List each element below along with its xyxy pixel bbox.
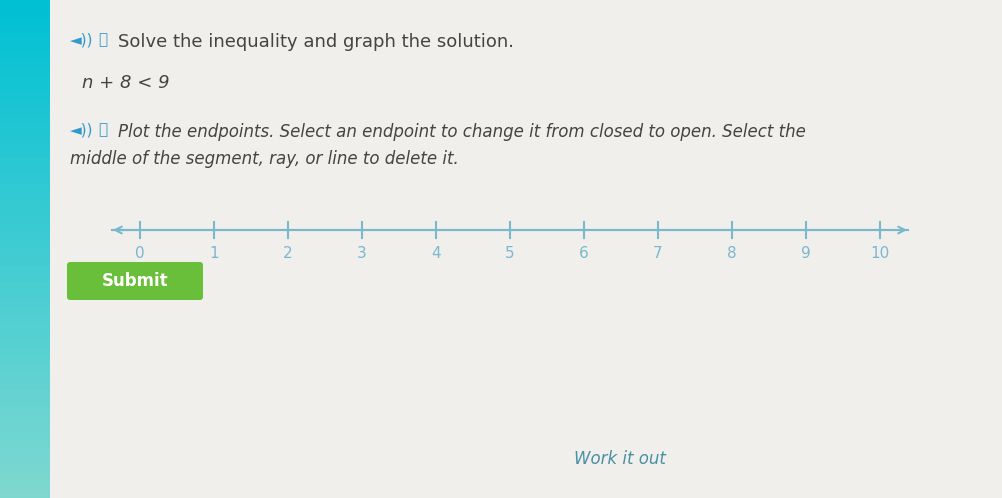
Bar: [0, 108, 50, 117]
Text: Solve the inequality and graph the solution.: Solve the inequality and graph the solut…: [118, 33, 514, 51]
Bar: [0, 307, 50, 316]
Bar: [0, 332, 50, 341]
Bar: [0, 374, 50, 383]
Bar: [0, 91, 50, 101]
Bar: [0, 33, 50, 42]
Bar: [0, 349, 50, 358]
Text: ◄)): ◄)): [70, 122, 93, 137]
Text: Work it out: Work it out: [574, 450, 666, 468]
Bar: [0, 290, 50, 300]
Bar: [0, 208, 50, 217]
Bar: [0, 241, 50, 250]
Bar: [0, 249, 50, 258]
Bar: [0, 25, 50, 34]
Bar: [0, 265, 50, 275]
Bar: [0, 191, 50, 200]
Text: Plot the endpoints. Select an endpoint to change it from closed to open. Select : Plot the endpoints. Select an endpoint t…: [118, 123, 806, 141]
Bar: [0, 174, 50, 184]
Bar: [0, 116, 50, 125]
Bar: [0, 0, 50, 9]
Text: 6: 6: [579, 246, 589, 261]
Text: n + 8 < 9: n + 8 < 9: [82, 74, 169, 92]
Text: 🎨: 🎨: [98, 122, 107, 137]
Bar: [0, 390, 50, 399]
Bar: [0, 282, 50, 291]
Bar: [0, 66, 50, 76]
Text: 4: 4: [431, 246, 441, 261]
Bar: [0, 58, 50, 67]
Bar: [0, 357, 50, 366]
Bar: [0, 224, 50, 234]
Bar: [0, 432, 50, 441]
Bar: [0, 274, 50, 283]
Bar: [0, 41, 50, 51]
Text: 🎨: 🎨: [98, 32, 107, 47]
Bar: [0, 423, 50, 433]
Bar: [0, 415, 50, 424]
Bar: [0, 490, 50, 498]
Bar: [0, 398, 50, 408]
Bar: [0, 166, 50, 175]
Bar: [0, 75, 50, 84]
Bar: [0, 83, 50, 92]
Bar: [0, 141, 50, 150]
Text: 10: 10: [871, 246, 890, 261]
Bar: [0, 149, 50, 159]
Text: ◄)): ◄)): [70, 32, 93, 47]
Bar: [0, 100, 50, 109]
Text: 3: 3: [357, 246, 367, 261]
Bar: [0, 257, 50, 266]
Bar: [0, 365, 50, 374]
Bar: [0, 465, 50, 474]
Bar: [0, 340, 50, 350]
Text: 7: 7: [653, 246, 662, 261]
Bar: [0, 199, 50, 209]
Text: 0: 0: [135, 246, 145, 261]
Text: Submit: Submit: [101, 272, 168, 290]
Bar: [0, 315, 50, 325]
Bar: [0, 216, 50, 225]
Bar: [0, 16, 50, 26]
Bar: [0, 50, 50, 59]
Bar: [0, 158, 50, 167]
Bar: [0, 440, 50, 449]
Bar: [0, 407, 50, 416]
Bar: [0, 457, 50, 466]
Text: 9: 9: [802, 246, 811, 261]
Bar: [0, 299, 50, 308]
Bar: [0, 482, 50, 491]
Bar: [0, 133, 50, 142]
FancyBboxPatch shape: [67, 262, 203, 300]
Text: 5: 5: [505, 246, 515, 261]
Text: 1: 1: [209, 246, 218, 261]
Bar: [0, 233, 50, 242]
Bar: [0, 124, 50, 134]
Bar: [0, 448, 50, 458]
Bar: [0, 8, 50, 17]
Bar: [0, 382, 50, 391]
Text: 8: 8: [727, 246, 736, 261]
Text: 2: 2: [284, 246, 293, 261]
Text: middle of the segment, ray, or line to delete it.: middle of the segment, ray, or line to d…: [70, 150, 459, 168]
Bar: [0, 183, 50, 192]
Bar: [0, 324, 50, 333]
Bar: [0, 473, 50, 483]
